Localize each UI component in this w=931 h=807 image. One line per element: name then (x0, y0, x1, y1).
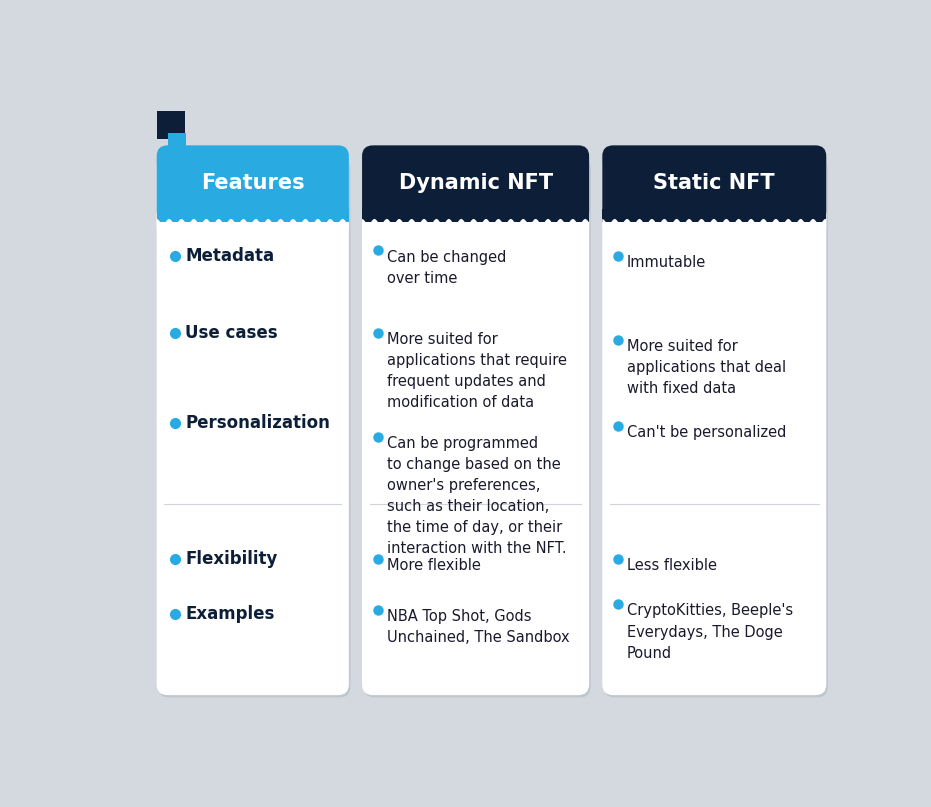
Text: Dynamic NFT: Dynamic NFT (398, 173, 553, 193)
Text: Immutable: Immutable (627, 256, 707, 270)
Polygon shape (362, 219, 589, 228)
Text: Can't be personalized: Can't be personalized (627, 424, 787, 440)
FancyBboxPatch shape (158, 158, 350, 697)
Text: More suited for
applications that deal
with fixed data: More suited for applications that deal w… (627, 340, 786, 396)
FancyBboxPatch shape (602, 156, 827, 695)
Text: Personalization: Personalization (185, 414, 331, 433)
Text: Metadata: Metadata (185, 247, 275, 266)
Text: Static NFT: Static NFT (654, 173, 776, 193)
Polygon shape (156, 219, 349, 228)
Text: Features: Features (201, 173, 304, 193)
FancyBboxPatch shape (362, 145, 589, 222)
Text: CryptoKitties, Beeple's
Everydays, The Doge
Pound: CryptoKitties, Beeple's Everydays, The D… (627, 604, 793, 660)
FancyBboxPatch shape (168, 133, 186, 152)
Bar (156, 209, 349, 222)
Text: Flexibility: Flexibility (185, 550, 277, 568)
Bar (602, 209, 827, 222)
FancyBboxPatch shape (362, 156, 589, 695)
Text: Can be changed
over time: Can be changed over time (387, 249, 506, 286)
Text: Less flexible: Less flexible (627, 558, 717, 573)
FancyBboxPatch shape (602, 145, 827, 222)
Polygon shape (602, 219, 827, 228)
FancyBboxPatch shape (364, 158, 590, 697)
Bar (362, 209, 589, 222)
FancyBboxPatch shape (604, 158, 828, 697)
FancyBboxPatch shape (156, 111, 184, 139)
Text: Use cases: Use cases (185, 324, 278, 342)
Text: NBA Top Shot, Gods
Unchained, The Sandbox: NBA Top Shot, Gods Unchained, The Sandbo… (387, 609, 570, 646)
FancyBboxPatch shape (156, 156, 349, 695)
Text: Can be programmed
to change based on the
owner's preferences,
such as their loca: Can be programmed to change based on the… (387, 436, 566, 556)
FancyBboxPatch shape (156, 145, 349, 222)
Text: More flexible: More flexible (387, 558, 480, 573)
Text: More suited for
applications that require
frequent updates and
modification of d: More suited for applications that requir… (387, 332, 567, 410)
Text: Examples: Examples (185, 605, 275, 623)
